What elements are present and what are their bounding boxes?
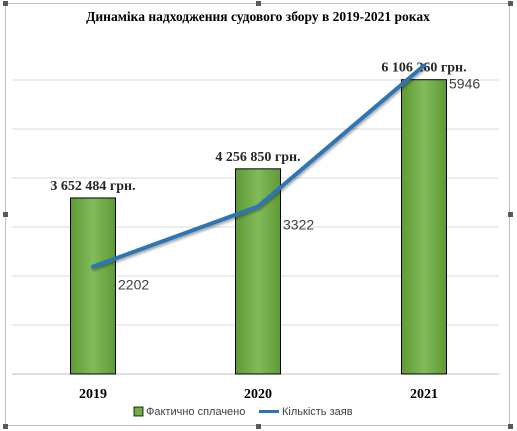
legend-label-line: Кількість заяв [282, 406, 353, 418]
resize-handle-bottom-left[interactable] [3, 424, 8, 429]
bar-value-label: 4 256 850 грн. [215, 150, 300, 165]
x-tick-label: 2021 [410, 387, 438, 402]
resize-handle-bottom-right[interactable] [508, 424, 513, 429]
chart-title: Динаміка надходження судового збору в 20… [86, 9, 430, 24]
resize-handle-middle-right[interactable] [508, 212, 513, 217]
legend-label-bar: Фактично сплачено [146, 406, 245, 418]
bar-2019 [70, 197, 116, 375]
x-tick-label: 2020 [244, 387, 272, 402]
line-value-label: 3322 [283, 217, 314, 233]
resize-handle-top-left[interactable] [3, 1, 8, 6]
x-tick-label: 2019 [79, 387, 107, 402]
resize-handle-bottom-center[interactable] [256, 424, 261, 429]
legend: Фактично сплачено Кількість заяв [133, 406, 353, 418]
line-value-label: 5946 [449, 76, 480, 92]
bar-2021 [401, 79, 447, 375]
resize-handle-top-center[interactable] [256, 1, 261, 6]
bar-value-label: 3 652 484 грн. [50, 179, 135, 194]
x-axis-tick-labels: 2019 2020 2021 [79, 387, 438, 402]
line-series: 2202 3322 5946 [91, 63, 480, 293]
legend-swatch-bar [133, 406, 144, 417]
resize-handle-top-right[interactable] [508, 1, 513, 6]
line-value-label: 2202 [118, 277, 149, 293]
bar-series: 3 652 484 грн. 4 256 850 грн. 6 106 260 гр… [50, 61, 467, 375]
bar-2020 [235, 168, 281, 375]
bar-value-label: 6 106 260 грн. [381, 61, 466, 76]
resize-handle-middle-left[interactable] [3, 212, 8, 217]
